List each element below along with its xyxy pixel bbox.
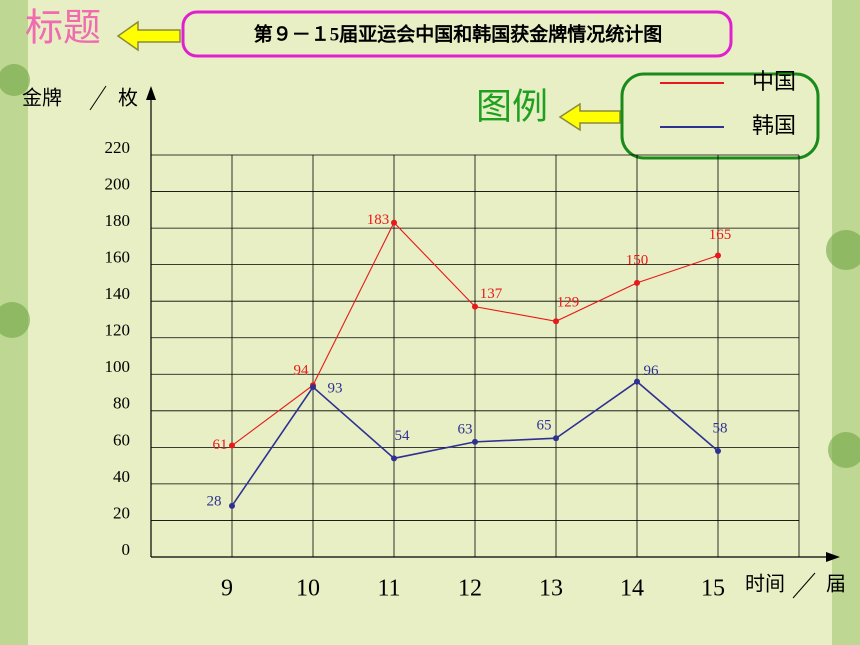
- value-label: 65: [537, 418, 552, 434]
- axis-arrow: [826, 552, 840, 562]
- point: [391, 219, 397, 226]
- legend-label: 韩国: [752, 114, 796, 139]
- x-tick-label: 9: [221, 576, 233, 602]
- y-tick-label: 160: [105, 248, 131, 267]
- arrow: [558, 102, 621, 132]
- value-label: 93: [328, 381, 343, 397]
- y-tick-label: 120: [105, 321, 131, 340]
- y-tick-label: 220: [105, 138, 131, 157]
- value-label: 54: [395, 428, 411, 444]
- y-tick-label: 0: [122, 540, 131, 559]
- x-tick-label: 10: [296, 576, 320, 602]
- x-tick-label: 12: [458, 576, 482, 602]
- x-tick-label: 13: [539, 576, 563, 602]
- value-label: 129: [557, 295, 580, 311]
- x-tick-label: 14: [620, 576, 644, 602]
- y-axis-unit: 枚: [118, 87, 138, 110]
- slash: [792, 572, 816, 599]
- y-tick-label: 20: [113, 503, 130, 522]
- point: [553, 318, 559, 325]
- title-frame: [181, 10, 733, 58]
- title-tag: 标题: [25, 8, 101, 50]
- x-axis-label: 时间: [745, 573, 785, 596]
- value-label: 28: [207, 493, 222, 509]
- value-label: 61: [213, 437, 228, 453]
- value-label: 183: [367, 212, 390, 228]
- y-axis-label: 金牌: [22, 87, 62, 110]
- point: [472, 303, 478, 310]
- x-tick-label: 15: [701, 576, 725, 602]
- value-label: 58: [713, 420, 728, 436]
- x-axis-unit: 届: [826, 574, 846, 596]
- value-label: 94: [294, 363, 310, 379]
- point: [715, 252, 721, 259]
- legend-frame: [620, 72, 820, 160]
- legend-label: 中国: [752, 70, 796, 95]
- x-tick-label: 11: [377, 576, 400, 602]
- y-tick-label: 40: [113, 467, 130, 486]
- legend-tag: 图例: [476, 86, 548, 126]
- y-tick-label: 100: [105, 357, 131, 376]
- point: [229, 502, 235, 509]
- value-label: 63: [458, 421, 473, 437]
- y-tick-label: 140: [105, 284, 131, 303]
- point: [472, 438, 478, 445]
- y-tick-label: 180: [105, 211, 131, 230]
- slash: [89, 85, 107, 111]
- chart-title: 第９－１5届亚运会中国和韩国获金牌情况统计图: [254, 22, 663, 45]
- value-label: 96: [644, 363, 660, 379]
- point: [715, 448, 721, 455]
- arrow: [116, 20, 181, 52]
- point: [391, 455, 397, 462]
- point: [229, 442, 235, 449]
- y-tick-label: 60: [113, 430, 130, 449]
- value-label: 137: [480, 286, 503, 302]
- axis-arrow: [146, 86, 156, 100]
- value-label: 165: [709, 227, 732, 243]
- value-label: 150: [626, 252, 649, 268]
- point: [634, 279, 640, 286]
- y-tick-label: 80: [113, 394, 130, 413]
- point: [634, 378, 640, 385]
- point: [553, 435, 559, 442]
- y-tick-label: 200: [105, 174, 131, 193]
- point: [310, 384, 316, 391]
